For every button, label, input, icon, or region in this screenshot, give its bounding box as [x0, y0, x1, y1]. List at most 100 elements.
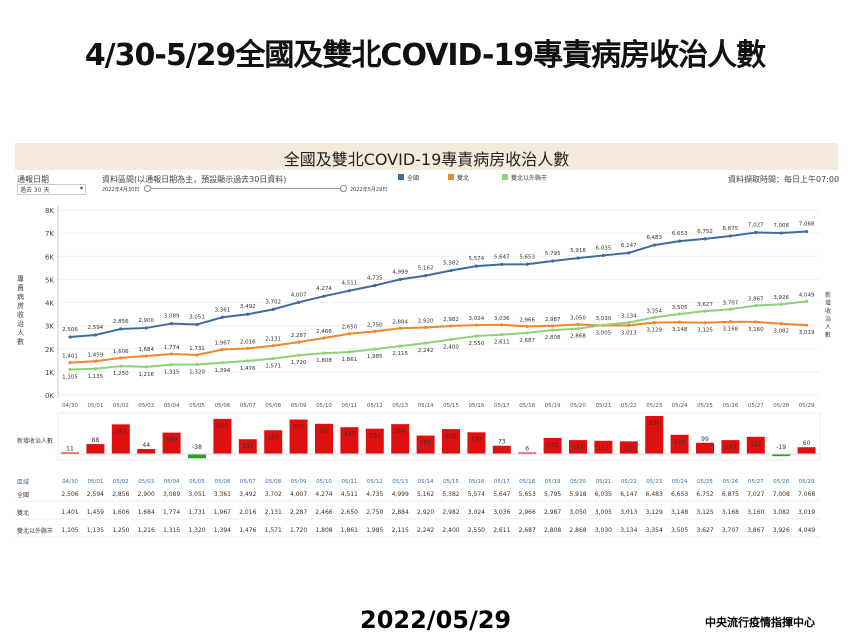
data-label: 3,492: [240, 304, 256, 310]
data-point: [805, 229, 809, 234]
data-point: [398, 326, 402, 330]
bar: [416, 435, 435, 454]
bar: [238, 439, 257, 454]
row-label-national: 全國: [17, 492, 30, 499]
data-point: [627, 323, 631, 327]
y-tick-label: 4K: [45, 300, 54, 308]
table-cell: 1,774: [163, 509, 180, 516]
table-cell: 2,131: [265, 509, 282, 516]
y-tick-label: 1K: [45, 369, 54, 377]
data-label: 3,867: [748, 297, 764, 303]
bar: [569, 440, 587, 454]
data-point: [754, 320, 758, 324]
data-label: 2,687: [519, 338, 535, 344]
data-point: [474, 264, 478, 268]
x-tick-label: 05/12: [367, 403, 383, 409]
table-header-date: 04/30: [62, 479, 78, 485]
data-point: [68, 361, 72, 365]
data-label: 5,918: [570, 248, 586, 254]
data-label: 3,707: [723, 300, 739, 306]
y-tick-label: 6K: [45, 253, 54, 261]
table-cell: 1,808: [315, 527, 332, 534]
data-point: [373, 347, 377, 351]
table-header-date: 05/29: [799, 479, 815, 485]
x-tick-label: 05/24: [672, 403, 688, 409]
bar-label: 220: [445, 433, 457, 440]
data-point: [322, 336, 326, 340]
bar: [340, 427, 359, 454]
bar: [543, 437, 562, 454]
table-header-date: 05/27: [748, 479, 764, 485]
bar-label: -38: [192, 444, 202, 451]
bar-label: 310: [217, 423, 229, 430]
table-cell: 1,216: [138, 527, 155, 534]
legend-swatch: [502, 174, 508, 180]
x-tick-label: 05/09: [291, 403, 307, 409]
bar-label: 6: [525, 446, 529, 453]
range-start-handle[interactable]: [144, 185, 151, 192]
table-cell: 2,982: [442, 509, 459, 516]
bar-label: -19: [776, 444, 786, 451]
data-label: 3,013: [621, 330, 637, 336]
x-tick-label: 05/05: [189, 403, 205, 409]
table-header-date: 05/21: [595, 479, 611, 485]
data-point: [525, 331, 529, 335]
x-tick-label: 05/29: [799, 403, 815, 409]
bar: [696, 442, 714, 454]
range-slider[interactable]: [146, 188, 342, 189]
bar-label: 305: [293, 424, 305, 431]
table-cell: 3,148: [671, 509, 688, 516]
x-tick-label: 05/02: [113, 403, 129, 409]
bar-label: 336: [648, 420, 660, 427]
bar: [645, 416, 664, 454]
date-select[interactable]: 過去 30 天 ▾: [17, 184, 86, 195]
bar: [772, 454, 791, 457]
data-point: [449, 324, 453, 328]
legend-label: 全國: [407, 174, 419, 182]
bar: [594, 440, 613, 454]
data-point: [424, 274, 428, 278]
table-header-date: 05/10: [316, 479, 332, 485]
table-cell: 3,168: [722, 509, 739, 516]
bar: [442, 429, 460, 454]
table-cell: 2,920: [417, 509, 434, 516]
row-label-outside: 雙北以外縣市: [17, 528, 54, 535]
data-point: [144, 365, 148, 369]
table-cell: 6,035: [595, 491, 612, 498]
x-tick-label: 04/30: [62, 403, 78, 409]
data-label: 1,985: [367, 354, 383, 360]
table-cell: 2,856: [112, 491, 129, 498]
table-cell: 1,320: [188, 527, 205, 534]
range-end-handle[interactable]: [340, 185, 347, 192]
data-label: 3,030: [596, 316, 612, 322]
table-cell: 2,400: [442, 527, 459, 534]
data-point: [271, 307, 275, 311]
table-cell: 6,483: [646, 491, 663, 498]
data-label: 2,400: [443, 345, 459, 351]
data-label: 2,982: [443, 317, 459, 323]
table-cell: 1,985: [366, 527, 383, 534]
data-point: [474, 334, 478, 338]
table-cell: 3,627: [696, 527, 713, 534]
table-cell: 3,051: [188, 491, 205, 498]
legend-swatch: [448, 174, 454, 180]
x-tick-label: 05/26: [722, 403, 738, 409]
x-tick-label: 05/25: [697, 403, 713, 409]
legend-label: 雙北以外縣市: [511, 174, 547, 182]
table-cell: 2,594: [87, 491, 104, 498]
bar-label: 88: [92, 437, 100, 444]
data-label: 4,274: [316, 286, 332, 292]
x-tick-label: 05/10: [316, 403, 332, 409]
data-point: [93, 333, 97, 337]
table-cell: 3,361: [214, 491, 231, 498]
data-label: 7,008: [773, 223, 789, 229]
data-label: 4,999: [392, 269, 408, 275]
x-tick-label: 05/06: [214, 403, 230, 409]
data-point: [170, 362, 174, 367]
data-label: 1,401: [62, 354, 78, 360]
data-label: 1,967: [215, 341, 231, 347]
table-cell: 1,476: [239, 527, 256, 534]
range-label: 資料區間(以通報日期為主，預設顯示過去30日資料): [102, 175, 287, 184]
series-line: [69, 230, 807, 339]
series-line: [69, 320, 807, 364]
